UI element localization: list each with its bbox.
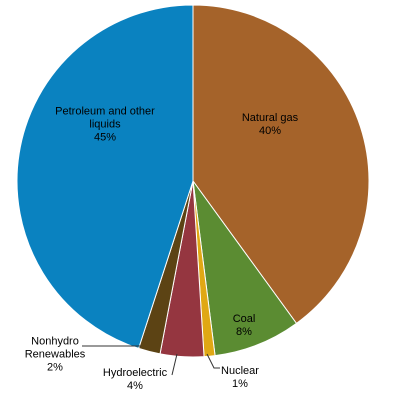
data-label: Nonhydro Renewables 2%	[15, 336, 95, 375]
data-label: Natural gas 40%	[220, 112, 320, 138]
slice-name: Nuclear	[221, 365, 259, 377]
slice-value: 1%	[232, 378, 248, 390]
pie-slice	[192, 180, 298, 357]
slice-name: Coal	[232, 313, 256, 325]
pie-slice	[16, 4, 194, 350]
slice-name: Natural gas	[241, 112, 299, 124]
data-label: Petroleum and other liquids 45%	[45, 106, 165, 145]
leader-line	[206, 353, 220, 369]
pie-slice	[192, 4, 370, 325]
slice-value: 40%	[258, 125, 282, 137]
data-label: Nuclear 1%	[210, 365, 270, 391]
slice-name: Hydroelectric	[102, 367, 168, 379]
slice-name: Petroleum and other liquids	[55, 105, 155, 131]
data-label: Coal 8%	[214, 313, 274, 339]
slice-name: Nonhydro Renewables	[24, 335, 86, 361]
slice-value: 8%	[236, 326, 252, 338]
leader-line	[171, 353, 178, 376]
slice-value: 4%	[127, 380, 143, 392]
slice-value: 45%	[93, 131, 117, 144]
slice-value: 2%	[47, 361, 63, 374]
data-label: Hydroelectric 4%	[90, 367, 180, 393]
